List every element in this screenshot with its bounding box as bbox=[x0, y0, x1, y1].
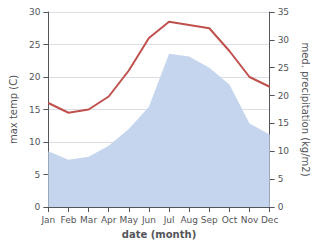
svg-text:date (month): date (month) bbox=[122, 229, 196, 240]
svg-text:Feb: Feb bbox=[61, 215, 77, 225]
svg-text:0: 0 bbox=[278, 202, 284, 212]
svg-text:25: 25 bbox=[29, 40, 40, 50]
svg-text:Mar: Mar bbox=[80, 215, 97, 225]
svg-text:Apr: Apr bbox=[101, 215, 117, 225]
svg-text:25: 25 bbox=[278, 63, 289, 73]
svg-text:Sep: Sep bbox=[201, 215, 218, 225]
svg-text:10: 10 bbox=[29, 137, 41, 147]
svg-text:15: 15 bbox=[278, 118, 289, 128]
svg-text:35: 35 bbox=[278, 7, 289, 17]
svg-text:max temp (C): max temp (C) bbox=[8, 75, 19, 144]
svg-text:Jul: Jul bbox=[163, 215, 175, 225]
svg-text:May: May bbox=[120, 215, 139, 225]
svg-text:5: 5 bbox=[35, 170, 41, 180]
svg-text:5: 5 bbox=[278, 174, 284, 184]
svg-text:20: 20 bbox=[278, 91, 290, 101]
svg-text:20: 20 bbox=[29, 72, 41, 82]
svg-text:15: 15 bbox=[29, 105, 40, 115]
svg-text:30: 30 bbox=[278, 35, 290, 45]
svg-text:Jan: Jan bbox=[40, 215, 55, 225]
svg-text:10: 10 bbox=[278, 146, 290, 156]
svg-text:30: 30 bbox=[29, 7, 41, 17]
svg-text:Aug: Aug bbox=[180, 215, 198, 225]
svg-text:Nov: Nov bbox=[241, 215, 259, 225]
svg-text:Oct: Oct bbox=[222, 215, 238, 225]
svg-text:Dec: Dec bbox=[261, 215, 278, 225]
svg-text:med. precipitation (kg/m2): med. precipitation (kg/m2) bbox=[300, 42, 311, 176]
svg-text:Jun: Jun bbox=[141, 215, 156, 225]
svg-text:0: 0 bbox=[35, 202, 41, 212]
